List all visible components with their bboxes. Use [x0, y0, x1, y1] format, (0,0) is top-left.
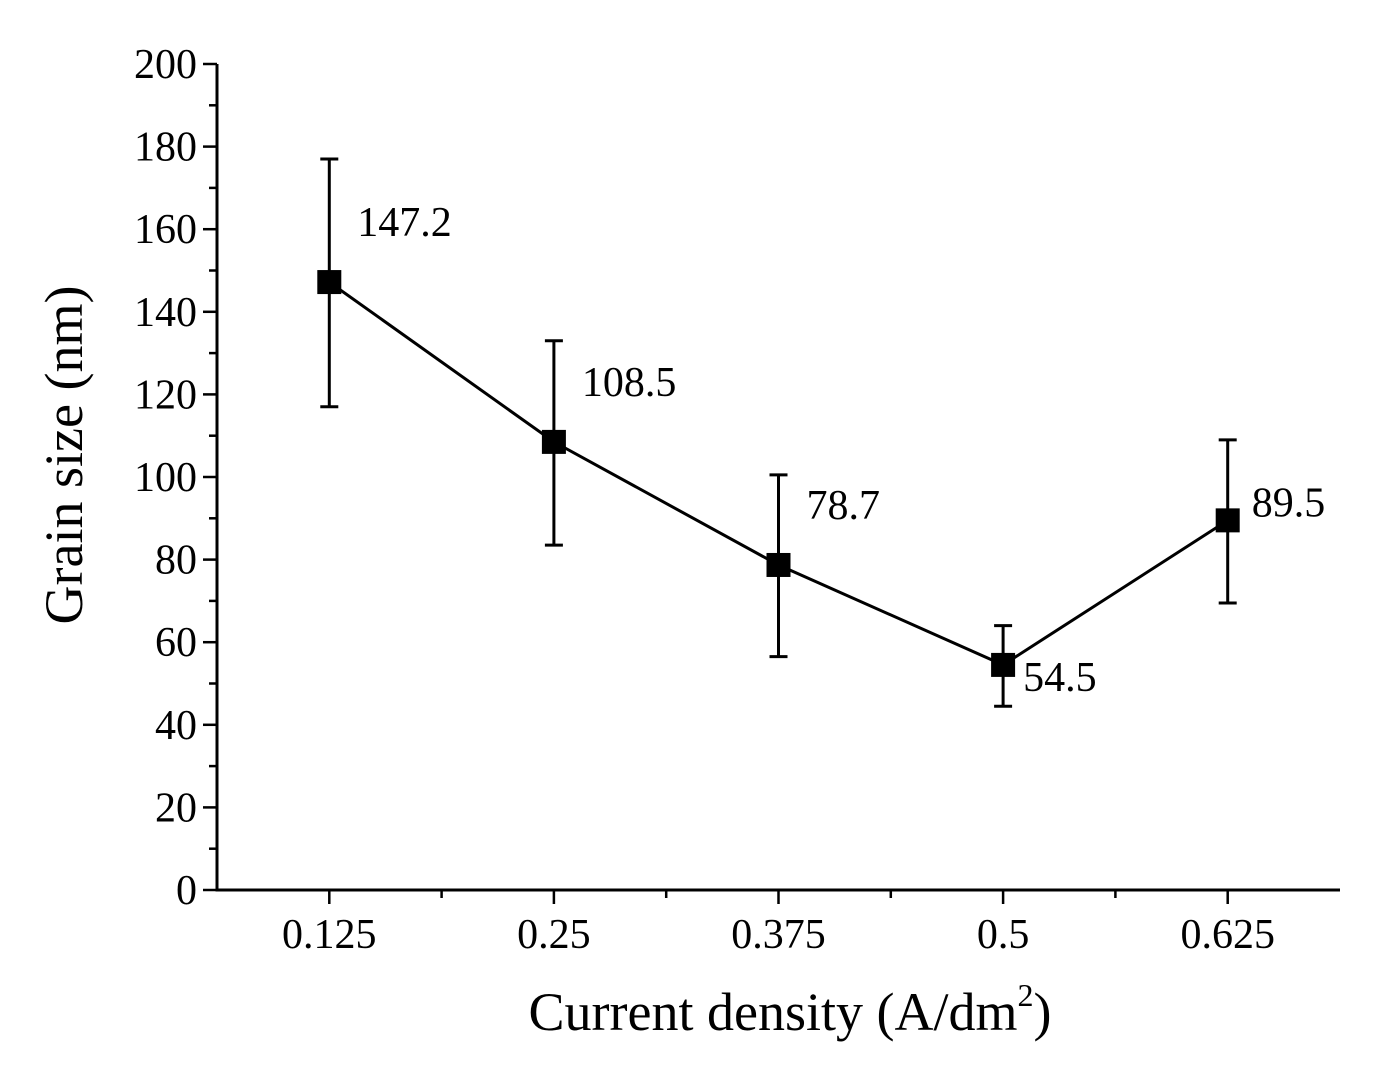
y-tick-label: 40	[155, 703, 197, 749]
x-axis-title-main: Current density (A/dm	[529, 982, 1018, 1042]
y-axis-ticks: 0 20 40 60 80 100 120 140 160 180 200	[134, 42, 217, 914]
y-axis-title: Grain size (nm)	[34, 286, 94, 625]
y-tick-label: 140	[134, 290, 197, 336]
y-tick-label: 60	[155, 620, 197, 666]
x-axis-title-superscript: 2	[1017, 977, 1033, 1013]
x-axis-ticks: 0.125 0.25 0.375 0.5 0.625	[282, 890, 1275, 958]
data-label: 54.5	[1023, 655, 1097, 701]
data-point-marker	[1215, 508, 1240, 533]
data-label: 108.5	[582, 360, 677, 406]
x-axis-title: Current density (A/dm2)	[529, 977, 1052, 1042]
y-tick-label: 180	[134, 125, 197, 171]
y-tick-label: 200	[134, 42, 197, 88]
data-label: 78.7	[807, 483, 881, 529]
y-tick-label: 20	[155, 785, 197, 831]
y-tick-label: 0	[176, 868, 197, 914]
data-label: 89.5	[1252, 480, 1326, 526]
y-tick-label: 100	[134, 455, 197, 501]
data-point-marker	[991, 652, 1016, 677]
y-tick-label: 80	[155, 538, 197, 584]
x-tick-label: 0.625	[1180, 912, 1275, 958]
data-series: 147.2 108.5 78.7 54.5 89.5	[317, 157, 1326, 708]
y-tick-label: 160	[134, 207, 197, 253]
x-tick-label: 0.25	[517, 912, 591, 958]
x-tick-label: 0.5	[977, 912, 1030, 958]
x-tick-label: 0.125	[282, 912, 377, 958]
data-point-marker	[317, 270, 342, 295]
y-tick-label: 120	[134, 372, 197, 418]
x-tick-label: 0.375	[731, 912, 826, 958]
data-point-marker	[541, 429, 566, 454]
data-point-marker	[766, 552, 791, 577]
data-label: 147.2	[357, 200, 452, 246]
x-axis-title-close: )	[1033, 982, 1051, 1042]
